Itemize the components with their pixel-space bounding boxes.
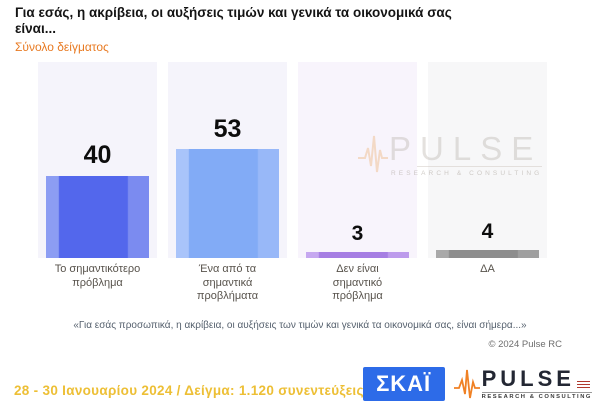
footer-logos: ΣΚΑΪ PULSE RESEARCH & CONSULTING — [362, 365, 592, 403]
category-label-most-important: Το σημαντικότερο πρόβλημα — [54, 263, 141, 289]
chart-header: Για εσάς, η ακρίβεια, οι αυξήσεις τιμών … — [15, 5, 535, 54]
bar-column-most-important: 40 — [38, 62, 157, 258]
pulse-logo-tagline: RESEARCH & CONSULTING — [481, 391, 592, 400]
pulse-logo-red-lines-icon — [576, 381, 590, 388]
bar-most-important — [46, 175, 149, 258]
bar-column-not-important: 3 — [298, 62, 417, 258]
footer: 28 - 30 Ιανουαρίου 2024 / Δείγμα: 1.120 … — [0, 360, 600, 412]
bar-one-of-important — [176, 148, 279, 258]
bar-value-label: 4 — [481, 219, 494, 243]
skai-logo: ΣΚΑΪ — [362, 367, 445, 401]
bar-chart: 40 53 3 4 — [38, 62, 547, 258]
bar-dont-answer — [436, 249, 539, 258]
chart-subtitle: Σύνολο δείγματος — [15, 40, 109, 54]
chart-title: Για εσάς, η ακρίβεια, οι αυξήσεις τιμών … — [15, 5, 452, 36]
bar-value-label: 53 — [213, 114, 242, 143]
pulse-logo: PULSE RESEARCH & CONSULTING — [453, 365, 592, 403]
category-axis: Το σημαντικότερο πρόβλημα Ένα από τα σημ… — [38, 263, 547, 304]
bar-value-label: 3 — [351, 221, 364, 245]
fieldwork-info: 28 - 30 Ιανουαρίου 2024 / Δείγμα: 1.120 … — [14, 383, 364, 398]
pulse-logo-wordmark: PULSE — [481, 366, 575, 391]
bar-value-label: 40 — [83, 141, 112, 170]
bar-column-one-of-important: 53 — [168, 62, 287, 258]
category-label-one-of-important: Ένα από τα σημαντικά προβλήματα — [196, 263, 259, 302]
category-label-not-important: Δεν είναι σημαντικό πρόβλημα — [332, 263, 383, 302]
heartbeat-icon — [453, 369, 480, 399]
category-label-dont-answer: ΔΑ — [480, 263, 495, 275]
copyright-note: © 2024 Pulse RC — [488, 339, 562, 350]
question-quote: «Για εσάς προσωπικά, η ακρίβεια, οι αυξή… — [73, 320, 527, 331]
bar-not-important — [306, 251, 409, 258]
bar-column-dont-answer: 4 — [428, 62, 547, 258]
